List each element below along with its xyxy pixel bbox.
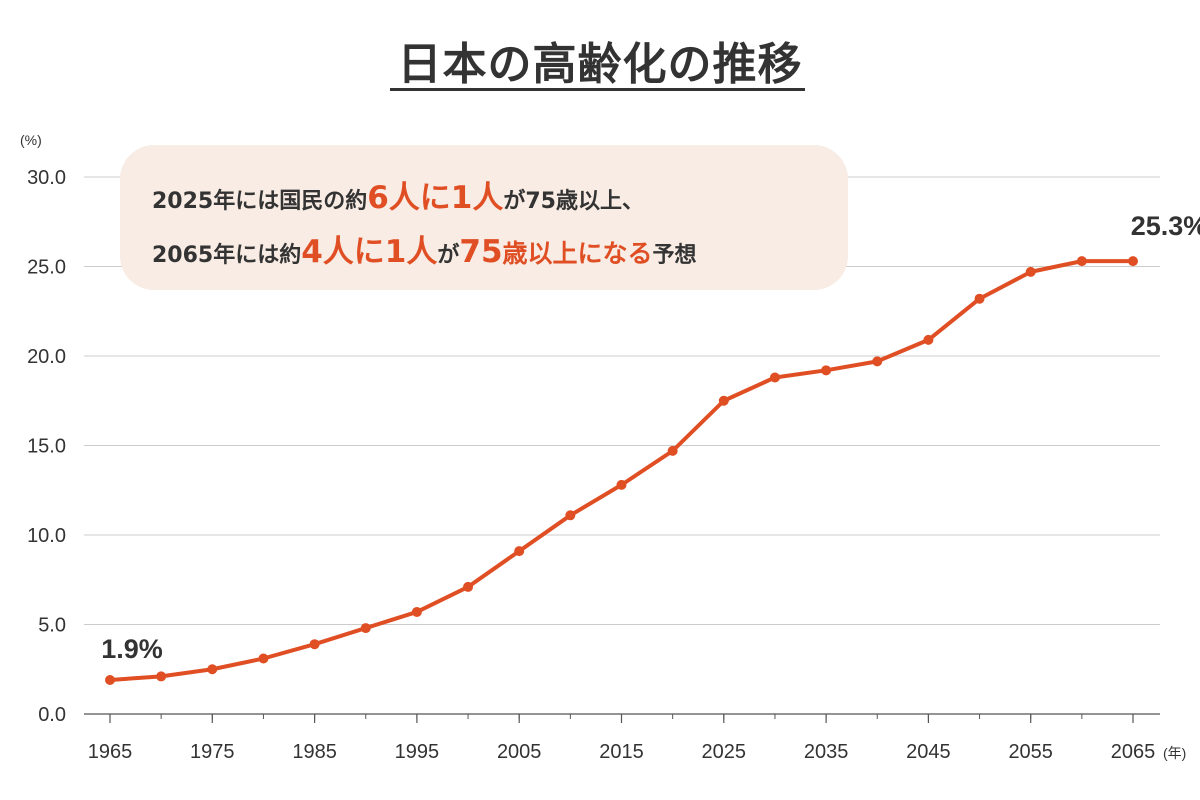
data-point bbox=[872, 356, 883, 367]
callout-box bbox=[120, 145, 848, 290]
data-point bbox=[309, 639, 320, 650]
x-tick-label: 1975 bbox=[190, 741, 235, 763]
callout-text: 予想 bbox=[652, 243, 697, 268]
callout-emphasis: 6人に1人 bbox=[367, 180, 504, 216]
data-point bbox=[207, 664, 218, 675]
data-point bbox=[1025, 266, 1036, 277]
callout-text: 2065年には約 bbox=[152, 243, 302, 268]
data-point bbox=[565, 510, 576, 521]
callout-text: が bbox=[437, 243, 460, 268]
data-point bbox=[156, 671, 167, 682]
x-tick-label: 1995 bbox=[395, 741, 440, 763]
data-point bbox=[105, 674, 115, 685]
x-tick-label: 1965 bbox=[88, 741, 133, 763]
data-point bbox=[514, 546, 525, 557]
x-tick-label: 2005 bbox=[497, 741, 542, 763]
x-unit-label: (年) bbox=[1163, 745, 1186, 761]
x-tick-label: 2055 bbox=[1008, 741, 1053, 763]
callout-line-1: 2025年には国民の約6人に1人が75歳以上、 bbox=[152, 172, 644, 217]
data-point bbox=[667, 445, 678, 456]
data-point bbox=[821, 365, 832, 376]
data-point bbox=[1076, 256, 1087, 267]
callout-text: 2025年には国民の約 bbox=[152, 189, 368, 214]
y-tick-label: 15.0 bbox=[27, 436, 66, 458]
callout-emphasis: 4人に1人 bbox=[301, 234, 438, 270]
data-point bbox=[1128, 256, 1138, 267]
y-tick-label: 25.0 bbox=[27, 257, 66, 279]
data-point bbox=[718, 395, 729, 406]
y-tick-label: 30.0 bbox=[27, 167, 66, 189]
x-tick-label: 2015 bbox=[599, 741, 644, 763]
data-point bbox=[923, 334, 934, 345]
y-tick-label: 5.0 bbox=[38, 615, 66, 637]
y-tick-label: 10.0 bbox=[27, 525, 66, 547]
annotations: 1.9% 25.3% bbox=[101, 211, 1200, 664]
data-point bbox=[360, 623, 371, 634]
callout-text: が75歳以上、 bbox=[503, 189, 644, 214]
x-tick-label: 2065 bbox=[1111, 741, 1156, 763]
data-point bbox=[411, 606, 422, 617]
data-point bbox=[769, 372, 780, 383]
page-title: 日本の高齢化の推移 bbox=[397, 39, 803, 90]
y-tick-label: 20.0 bbox=[27, 346, 66, 368]
data-label: 25.3% bbox=[1131, 211, 1200, 241]
callout-emphasis: 75 bbox=[459, 234, 503, 270]
data-point bbox=[974, 293, 985, 304]
x-tick-label: 2025 bbox=[702, 741, 747, 763]
x-tick-label: 1985 bbox=[292, 741, 337, 763]
series-polyline bbox=[108, 259, 1135, 682]
x-tick-label: 2045 bbox=[906, 741, 951, 763]
y-unit-label: (%) bbox=[20, 132, 42, 148]
title-underline bbox=[390, 88, 805, 91]
series-line bbox=[105, 256, 1138, 685]
data-label: 1.9% bbox=[101, 634, 163, 664]
callout-line-2: 2065年には約4人に1人が75歳以上になる予想 bbox=[152, 226, 697, 271]
x-tick-label: 2035 bbox=[804, 741, 849, 763]
data-point bbox=[616, 479, 627, 490]
data-point bbox=[463, 581, 474, 592]
x-axis: 1965 1975 1985 1995 2005 2015 2025 2035 2045 2055… bbox=[84, 713, 1186, 763]
y-axis-ticks: (%) 0.0 5.0 10.0 15.0 20.0 25.0 30.0 bbox=[20, 132, 66, 726]
y-tick-label: 0.0 bbox=[38, 704, 66, 726]
data-point bbox=[258, 653, 269, 664]
callout-emphasis: 歳以上になる bbox=[502, 239, 653, 268]
